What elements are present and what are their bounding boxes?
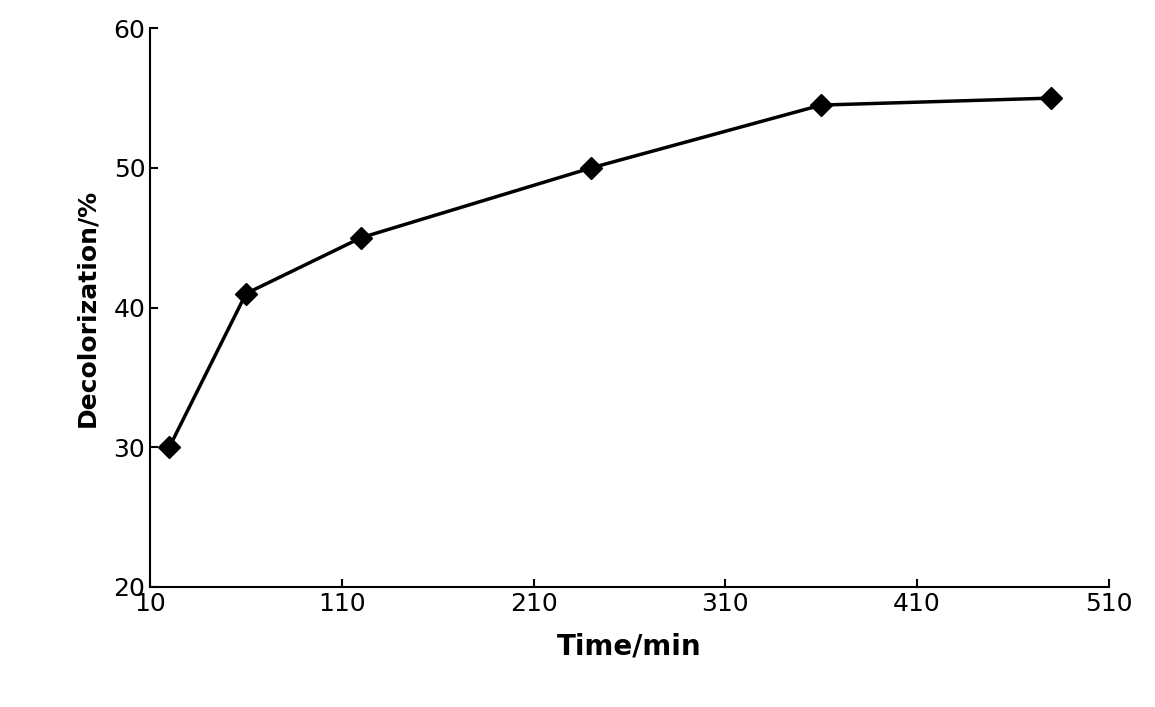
Y-axis label: Decolorization/%: Decolorization/%	[75, 189, 99, 426]
X-axis label: Time/min: Time/min	[557, 632, 702, 660]
